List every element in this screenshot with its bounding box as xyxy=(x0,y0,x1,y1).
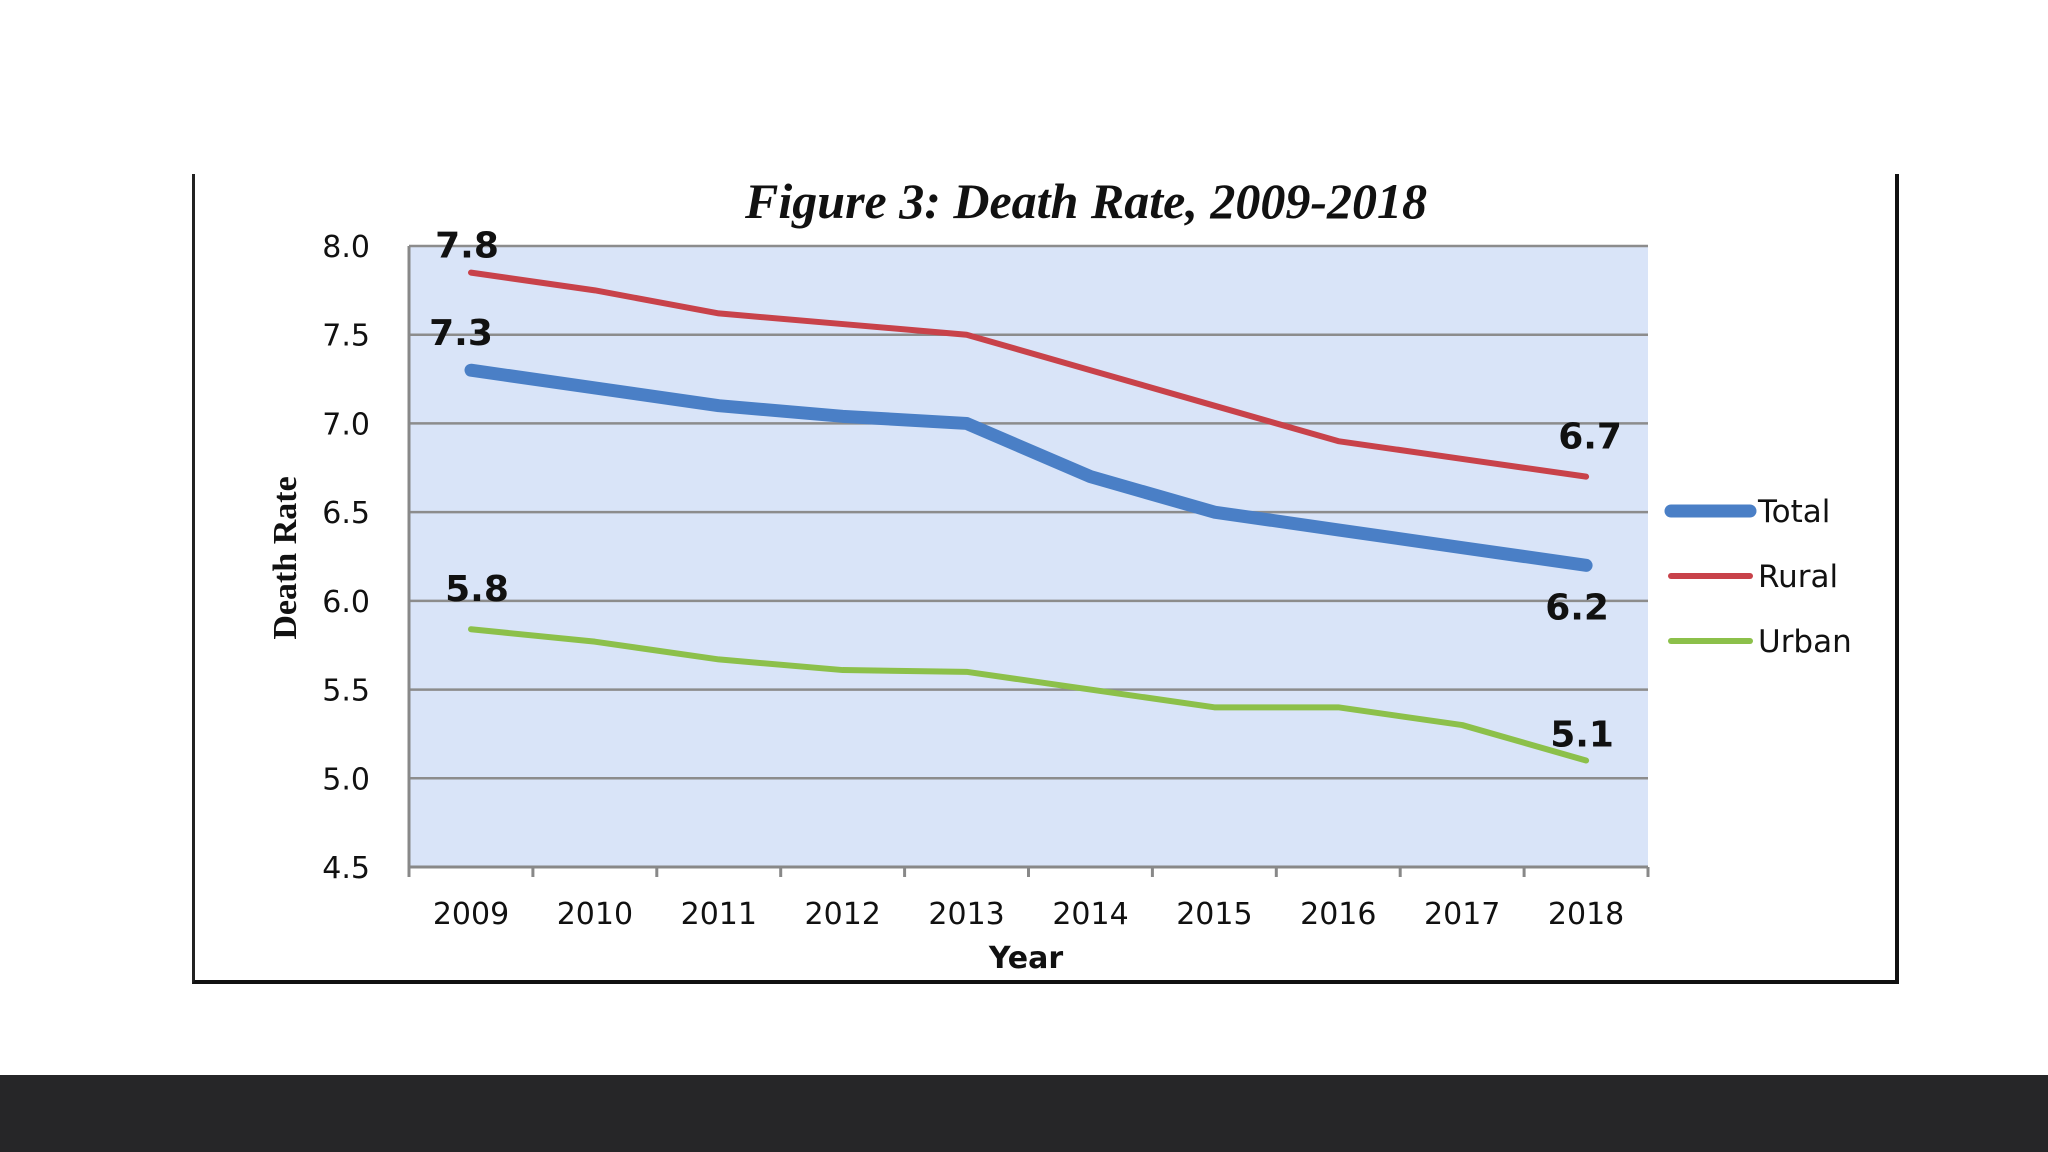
x-tick-label: 2014 xyxy=(1052,897,1128,932)
data-label-urban-2018: 5.1 xyxy=(1550,715,1614,756)
legend: Total Rural Urban xyxy=(1664,494,1852,660)
x-tick-label: 2016 xyxy=(1300,897,1376,932)
y-tick-label: 7.5 xyxy=(322,319,370,354)
y-tick-label: 7.0 xyxy=(322,407,370,442)
x-tick-label: 2010 xyxy=(557,897,633,932)
y-tick-label: 5.5 xyxy=(322,674,370,709)
x-tick-label: 2012 xyxy=(805,897,881,932)
x-tick-label: 2011 xyxy=(681,897,757,932)
axes: 4.5 5.0 5.5 6.0 6.5 7.0 7.5 8.0 2009 2010 2011 2012… xyxy=(322,230,1650,932)
gridlines xyxy=(409,244,1648,780)
x-axis-label: Year xyxy=(988,941,1064,976)
chart-title: Figure 3: Death Rate, 2009-2018 xyxy=(744,173,1427,229)
y-axis-label: Death Rate xyxy=(267,476,304,639)
y-tick-label: 6.0 xyxy=(322,585,370,620)
data-label-total-2009: 7.3 xyxy=(429,313,493,354)
data-labels: 7.8 7.3 5.8 6.7 6.2 5.1 xyxy=(429,226,1622,756)
y-tick-label: 5.0 xyxy=(322,762,370,797)
x-tick-label: 2009 xyxy=(433,897,509,932)
legend-label-urban: Urban xyxy=(1758,624,1852,660)
data-label-total-2018: 6.2 xyxy=(1545,587,1609,628)
x-tick-label: 2015 xyxy=(1176,897,1252,932)
y-tick-label: 4.5 xyxy=(322,851,370,886)
legend-label-rural: Rural xyxy=(1758,559,1838,595)
y-tick-label: 6.5 xyxy=(322,496,370,531)
data-label-rural-2018: 6.7 xyxy=(1558,417,1622,458)
plot-area xyxy=(409,246,1648,867)
series-line-total xyxy=(464,363,1593,572)
series-line-rural xyxy=(468,269,1590,480)
series-lines xyxy=(464,269,1593,764)
x-tick-label: 2017 xyxy=(1424,897,1500,932)
x-tick-label: 2018 xyxy=(1548,897,1624,932)
data-label-rural-2009: 7.8 xyxy=(435,226,499,267)
x-tick-label: 2013 xyxy=(928,897,1004,932)
legend-label-total: Total xyxy=(1757,494,1830,530)
bottom-bar xyxy=(0,1075,2048,1152)
data-label-urban-2009: 5.8 xyxy=(445,569,509,610)
y-tick-label: 8.0 xyxy=(322,230,370,265)
series-line-urban xyxy=(468,626,1590,764)
